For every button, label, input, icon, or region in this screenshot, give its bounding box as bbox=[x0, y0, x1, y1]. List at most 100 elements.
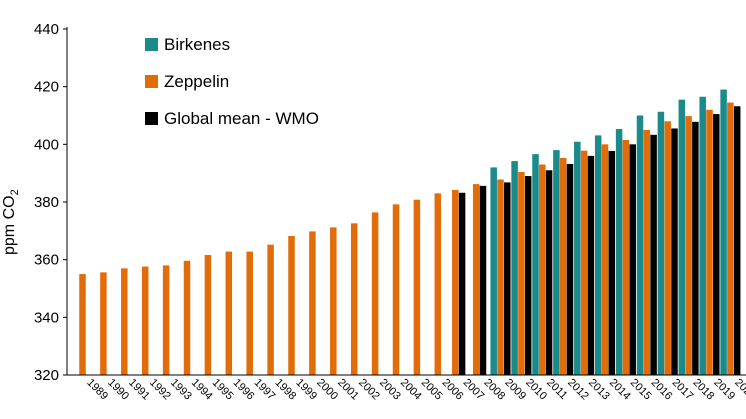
y-tick-label: 360 bbox=[34, 252, 59, 269]
bar-birkenes-2015 bbox=[615, 129, 623, 375]
x-axis: 1989199019911992199319941995199619971998… bbox=[67, 374, 746, 403]
bar-birkenes-2014 bbox=[594, 135, 602, 375]
x-tick-label: 2010 bbox=[523, 377, 549, 403]
bar-global-mean-wmo-2016 bbox=[650, 134, 657, 375]
x-tick-label: 1993 bbox=[168, 377, 194, 403]
y-tick-label: 340 bbox=[34, 309, 59, 326]
bar-zeppelin-2007 bbox=[452, 189, 459, 375]
legend-swatch-birkenes bbox=[145, 38, 158, 51]
x-tick-label: 2017 bbox=[670, 377, 696, 403]
x-tick-label: 2011 bbox=[544, 377, 569, 402]
bar-global-mean-wmo-2013 bbox=[587, 155, 595, 375]
bar-zeppelin-2009 bbox=[497, 179, 504, 375]
x-tick-label: 2016 bbox=[649, 377, 675, 403]
bar-birkenes-2017 bbox=[657, 111, 665, 375]
x-tick-label: 1990 bbox=[105, 377, 131, 403]
x-tick-label: 1991 bbox=[126, 377, 152, 403]
legend-swatch-global-mean-wmo bbox=[145, 112, 158, 125]
x-tick-label: 2007 bbox=[461, 377, 487, 403]
bar-zeppelin-1991 bbox=[121, 268, 128, 375]
bar-global-mean-wmo-2010 bbox=[524, 176, 532, 375]
bar-zeppelin-1993 bbox=[162, 265, 170, 375]
bar-global-mean-wmo-2020 bbox=[733, 106, 741, 376]
bar-zeppelin-2016 bbox=[643, 129, 651, 375]
legend: Birkenes Zeppelin Global mean - WMO bbox=[145, 35, 319, 128]
legend-swatch-zeppelin bbox=[145, 75, 158, 88]
bar-birkenes-2010 bbox=[511, 161, 518, 375]
x-tick-label: 2008 bbox=[481, 377, 507, 403]
bar-global-mean-wmo-2008 bbox=[479, 185, 487, 375]
x-tick-label: 2006 bbox=[440, 377, 466, 403]
bar-global-mean-wmo-2019 bbox=[713, 114, 720, 375]
bar-zeppelin-2015 bbox=[622, 140, 630, 375]
bar-zeppelin-2000 bbox=[309, 231, 316, 375]
bar-zeppelin-1998 bbox=[267, 244, 274, 375]
bar-zeppelin-2004 bbox=[392, 204, 400, 375]
bar-zeppelin-2003 bbox=[371, 212, 379, 375]
bar-birkenes-2020 bbox=[720, 89, 727, 376]
x-tick-label: 2001 bbox=[335, 377, 361, 403]
legend-label-global-mean-wmo: Global mean - WMO bbox=[164, 109, 319, 128]
bar-birkenes-2019 bbox=[699, 96, 706, 375]
x-tick-label: 2020 bbox=[732, 377, 746, 403]
legend-label-birkenes: Birkenes bbox=[164, 35, 230, 54]
x-tick-label: 2018 bbox=[690, 377, 716, 403]
bar-zeppelin-1999 bbox=[288, 236, 295, 375]
bar-global-mean-wmo-2015 bbox=[629, 144, 636, 375]
bar-zeppelin-1995 bbox=[204, 255, 212, 375]
bar-global-mean-wmo-2011 bbox=[545, 170, 553, 375]
bar-zeppelin-2011 bbox=[539, 164, 546, 375]
bar-birkenes-2013 bbox=[574, 141, 581, 375]
x-tick-label: 1994 bbox=[189, 377, 215, 403]
y-axis-label-subscript: 2 bbox=[9, 189, 21, 195]
x-tick-label: 1999 bbox=[293, 377, 319, 403]
x-tick-label: 2012 bbox=[565, 377, 591, 403]
legend-label-zeppelin: Zeppelin bbox=[164, 72, 229, 91]
y-tick-label: 420 bbox=[34, 79, 59, 96]
x-tick-label: 2009 bbox=[502, 377, 528, 403]
y-tick-label: 320 bbox=[34, 367, 59, 384]
x-tick-label: 2004 bbox=[398, 377, 424, 403]
bars bbox=[79, 89, 741, 376]
bar-global-mean-wmo-2018 bbox=[692, 121, 699, 375]
x-tick-label: 1989 bbox=[84, 377, 110, 403]
bar-zeppelin-2006 bbox=[434, 193, 442, 375]
x-tick-label: 1998 bbox=[272, 377, 298, 403]
bar-birkenes-2016 bbox=[636, 115, 644, 375]
x-tick-label: 2000 bbox=[314, 377, 340, 403]
bar-zeppelin-1996 bbox=[225, 251, 233, 375]
bar-birkenes-2012 bbox=[553, 150, 560, 375]
bar-zeppelin-2017 bbox=[664, 121, 671, 376]
bar-zeppelin-2010 bbox=[518, 172, 525, 375]
bar-global-mean-wmo-2007 bbox=[458, 192, 466, 375]
bar-zeppelin-2013 bbox=[580, 150, 588, 375]
x-tick-label: 2013 bbox=[586, 377, 612, 403]
x-tick-label: 2002 bbox=[356, 377, 382, 403]
bar-birkenes-2018 bbox=[678, 99, 686, 375]
bar-zeppelin-2014 bbox=[601, 144, 609, 375]
y-axis-label: ppm CO2 bbox=[1, 189, 21, 255]
bar-zeppelin-2020 bbox=[727, 102, 734, 375]
x-tick-label: 2003 bbox=[377, 377, 403, 403]
bar-global-mean-wmo-2009 bbox=[504, 182, 511, 375]
y-tick-label: 400 bbox=[34, 136, 59, 153]
x-tick-label: 2005 bbox=[419, 377, 445, 403]
bar-zeppelin-1989 bbox=[79, 274, 86, 375]
x-tick-label: 2019 bbox=[711, 377, 737, 403]
bar-zeppelin-2001 bbox=[330, 227, 337, 375]
bar-zeppelin-1992 bbox=[141, 266, 149, 375]
x-tick-label: 1997 bbox=[252, 377, 278, 403]
bar-zeppelin-2008 bbox=[472, 184, 480, 375]
bar-zeppelin-2005 bbox=[413, 199, 421, 375]
bar-global-mean-wmo-2014 bbox=[608, 150, 616, 375]
bar-zeppelin-1994 bbox=[183, 260, 191, 375]
x-tick-label: 2014 bbox=[607, 377, 633, 403]
y-tick-label: 440 bbox=[34, 21, 59, 38]
y-axis-label-main: ppm CO bbox=[1, 195, 18, 255]
x-tick-label: 1992 bbox=[147, 377, 173, 403]
bar-zeppelin-1997 bbox=[246, 251, 253, 375]
bar-birkenes-2009 bbox=[490, 167, 497, 375]
bar-zeppelin-2018 bbox=[685, 116, 692, 375]
x-tick-label: 1996 bbox=[231, 377, 257, 403]
